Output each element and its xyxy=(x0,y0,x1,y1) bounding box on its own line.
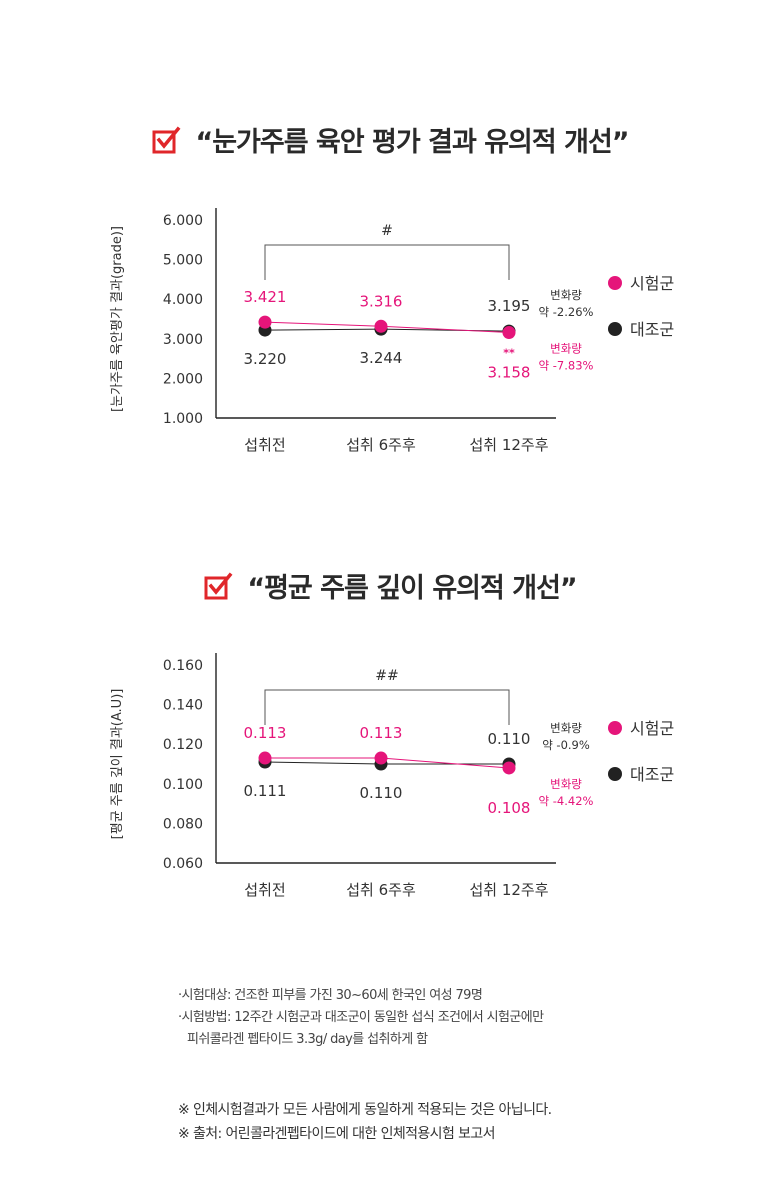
test-data-label: 0.108 xyxy=(488,799,531,817)
eye-wrinkle-grade-chart: [눈가주름 육안평가 결과(grade)] 6.000 5.000 4.000 3.00… xyxy=(110,208,674,454)
section-1-title: “눈가주름 육안 평가 결과 유의적 개선” xyxy=(195,127,629,158)
legend-control-label: 대조군 xyxy=(630,320,674,339)
control-data-label: 3.244 xyxy=(360,349,403,367)
control-change-title: 변화량 xyxy=(550,288,582,302)
y-tick-label: 0.140 xyxy=(163,698,203,714)
test-point xyxy=(374,319,388,333)
significance-marker: ** xyxy=(503,347,515,360)
control-data-label: 0.111 xyxy=(244,782,287,800)
x-tick-label: 섭취 12주후 xyxy=(469,881,548,899)
test-point xyxy=(374,751,388,765)
y-tick-label: 6.000 xyxy=(163,213,203,229)
test-data-label: 3.421 xyxy=(244,288,287,306)
test-point xyxy=(258,315,272,329)
y-tick-label: 3.000 xyxy=(163,332,203,348)
test-subject-note: ·시험대상: 건조한 피부를 가진 30~60세 한국인 여성 79명 xyxy=(178,988,483,1003)
disclaimer-line-1: ※ 인체시험결과가 모든 사람에게 동일하게 적용되는 것은 아닙니다. xyxy=(178,1102,552,1118)
test-data-label: 0.113 xyxy=(244,724,287,742)
legend-test-label: 시험군 xyxy=(630,719,674,738)
disclaimer: ※ 인체시험결과가 모든 사람에게 동일하게 적용되는 것은 아닙니다. ※ 출… xyxy=(178,1098,552,1146)
legend-test-label: 시험군 xyxy=(630,274,674,293)
checkbox-checked-icon xyxy=(204,572,233,599)
y-axis-label: [눈가주름 육안평가 결과(grade)] xyxy=(110,226,125,412)
control-data-label: 0.110 xyxy=(488,730,531,748)
x-tick-label: 섭취 12주후 xyxy=(469,436,548,454)
legend-control-marker xyxy=(608,322,622,336)
test-notes: ·시험대상: 건조한 피부를 가진 30~60세 한국인 여성 79명 ·시험방… xyxy=(178,985,544,1051)
y-tick-label: 5.000 xyxy=(163,253,203,269)
significance-bracket-label: # xyxy=(381,223,393,239)
y-tick-label: 0.120 xyxy=(163,737,203,753)
y-tick-label: 0.060 xyxy=(163,856,203,872)
test-data-label: 0.113 xyxy=(360,724,403,742)
significance-bracket xyxy=(264,244,510,280)
x-tick-label: 섭취 6주후 xyxy=(346,436,416,454)
y-tick-label: 0.100 xyxy=(163,777,203,793)
disclaimer-line-2: ※ 출처: 어린콜라겐펩타이드에 대한 인체적용시험 보고서 xyxy=(178,1126,496,1142)
control-change-value: 약 -0.9% xyxy=(542,738,590,752)
test-point xyxy=(502,326,516,340)
test-change-title: 변화량 xyxy=(550,342,582,356)
checkbox-checked-icon xyxy=(152,126,181,153)
control-data-label: 0.110 xyxy=(360,784,403,802)
y-tick-label: 0.160 xyxy=(163,658,203,674)
y-axis-label: [평균 주름 깊이 결과(A.U)] xyxy=(110,689,125,840)
test-point xyxy=(258,751,272,765)
legend-test-marker xyxy=(608,721,622,735)
control-data-label: 3.195 xyxy=(488,297,531,315)
wrinkle-depth-chart: [평균 주름 깊이 결과(A.U)] 0.160 0.140 0.120 0.100 0.… xyxy=(110,653,674,899)
y-tick-label: 2.000 xyxy=(163,371,203,387)
test-data-label: 3.316 xyxy=(360,292,403,310)
significance-bracket-label: ## xyxy=(375,668,398,684)
control-data-label: 3.220 xyxy=(244,350,287,368)
y-tick-label: 4.000 xyxy=(163,292,203,308)
y-tick-label: 0.080 xyxy=(163,816,203,832)
legend-test-marker xyxy=(608,276,622,290)
test-data-label: 3.158 xyxy=(488,364,531,382)
section-2-heading: “평균 주름 깊이 유의적 개선” xyxy=(0,566,780,605)
test-change-value: 약 -4.42% xyxy=(539,794,594,808)
control-change-title: 변화량 xyxy=(550,721,582,735)
significance-bracket xyxy=(264,689,510,725)
test-method-note: ·시험방법: 12주간 시험군과 대조군이 동일한 섭식 조건에서 시험군에만 xyxy=(178,1010,544,1025)
y-tick-label: 1.000 xyxy=(163,411,203,427)
control-change-value: 약 -2.26% xyxy=(539,305,594,319)
test-method-note-cont: 피쉬콜라겐 펩타이드 3.3g/ day를 섭취하게 함 xyxy=(187,1032,428,1047)
test-change-title: 변화량 xyxy=(550,777,582,791)
x-tick-label: 섭취전 xyxy=(244,436,285,454)
x-tick-label: 섭취전 xyxy=(244,881,285,899)
section-1-heading: “눈가주름 육안 평가 결과 유의적 개선” xyxy=(0,120,780,159)
legend-control-label: 대조군 xyxy=(630,765,674,784)
legend-control-marker xyxy=(608,767,622,781)
x-tick-label: 섭취 6주후 xyxy=(346,881,416,899)
section-2-title: “평균 주름 깊이 유의적 개선” xyxy=(247,573,577,604)
test-point xyxy=(502,761,516,775)
test-change-value: 약 -7.83% xyxy=(539,359,594,373)
